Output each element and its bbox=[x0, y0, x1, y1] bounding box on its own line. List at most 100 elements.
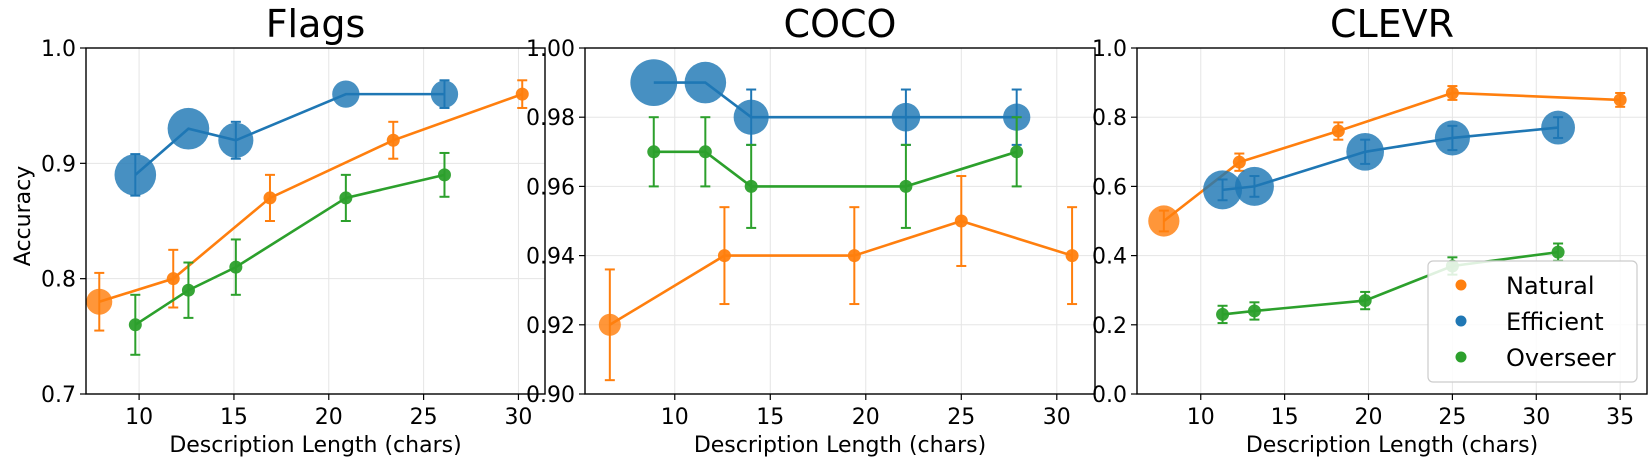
plot-frame bbox=[85, 47, 546, 395]
x-axis-label: Description Length (chars) bbox=[1246, 433, 1538, 458]
data-point bbox=[733, 99, 769, 135]
data-point bbox=[698, 145, 712, 159]
series-line bbox=[98, 92, 523, 303]
x-tick-label: 30 bbox=[504, 405, 532, 430]
data-point bbox=[847, 249, 861, 263]
x-tick-label: 25 bbox=[947, 405, 975, 430]
y-tick-label: 0.98 bbox=[526, 106, 575, 131]
data-point bbox=[339, 191, 353, 205]
panel-title: Flags bbox=[266, 2, 366, 46]
data-point bbox=[598, 313, 621, 336]
data-point bbox=[1434, 120, 1470, 156]
x-axis-label: Description Length (chars) bbox=[694, 433, 986, 458]
data-point bbox=[1203, 170, 1243, 210]
y-tick-label: 0.4 bbox=[1092, 245, 1127, 270]
y-tick-label: 0.96 bbox=[526, 175, 575, 200]
data-point bbox=[891, 102, 921, 132]
data-point bbox=[1010, 145, 1024, 159]
x-tick-label: 15 bbox=[220, 405, 248, 430]
legend-box bbox=[1427, 260, 1638, 383]
data-point bbox=[263, 191, 277, 205]
series-line bbox=[134, 173, 445, 326]
data-point bbox=[1065, 249, 1079, 263]
plot-frame bbox=[1136, 47, 1648, 395]
y-tick-label: 1.0 bbox=[1092, 37, 1127, 62]
data-point bbox=[899, 179, 913, 193]
y-tick-label: 0.92 bbox=[526, 314, 575, 339]
series-efficient bbox=[630, 59, 1031, 146]
series-line bbox=[609, 219, 1073, 326]
data-point bbox=[167, 107, 210, 150]
x-tick-label: 30 bbox=[1043, 405, 1071, 430]
data-point bbox=[1358, 294, 1372, 308]
data-point bbox=[1232, 155, 1246, 169]
x-tick-label: 20 bbox=[852, 405, 880, 430]
data-point bbox=[229, 260, 243, 274]
data-point bbox=[1551, 245, 1565, 259]
data-point bbox=[717, 249, 731, 263]
data-point bbox=[332, 80, 360, 108]
x-tick-label: 10 bbox=[661, 405, 689, 430]
data-point bbox=[1445, 86, 1459, 100]
x-tick-label: 25 bbox=[410, 405, 438, 430]
y-tick-label: 0.7 bbox=[41, 383, 76, 408]
x-tick-label: 10 bbox=[125, 405, 153, 430]
data-point bbox=[86, 288, 113, 315]
series-efficient bbox=[114, 79, 459, 197]
y-tick-label: 1.00 bbox=[526, 37, 575, 62]
series-natural bbox=[1148, 85, 1627, 237]
data-point bbox=[1148, 205, 1180, 237]
series-natural bbox=[86, 79, 529, 332]
chart-panel-flags: 10 15 20 25 30 0.7 0.8 0.9 1.0 Flags Description L… bbox=[41, 2, 546, 458]
x-tick-label: 30 bbox=[1522, 405, 1550, 430]
x-tick-label: 15 bbox=[1271, 405, 1299, 430]
data-point bbox=[1216, 307, 1230, 321]
x-tick-label: 20 bbox=[315, 405, 343, 430]
series-overseer bbox=[647, 116, 1024, 229]
data-point bbox=[744, 179, 758, 193]
data-point bbox=[166, 272, 180, 286]
legend-label-efficient: Efficient bbox=[1506, 308, 1604, 336]
data-point bbox=[1541, 110, 1575, 145]
data-point bbox=[515, 87, 529, 101]
legend: Natural Efficient Overseer bbox=[1427, 260, 1638, 383]
series-natural bbox=[598, 175, 1079, 382]
x-tick-label: 15 bbox=[756, 405, 784, 430]
y-tick-label: 0.94 bbox=[526, 245, 575, 270]
series-efficient bbox=[1203, 110, 1575, 210]
x-axis-label: Description Length (chars) bbox=[169, 433, 461, 458]
legend-marker-efficient bbox=[1455, 315, 1467, 327]
y-tick-label: 0.0 bbox=[1092, 383, 1127, 408]
x-tick-label: 20 bbox=[1355, 405, 1383, 430]
y-tick-label: 0.2 bbox=[1092, 314, 1127, 339]
data-point bbox=[1613, 93, 1627, 107]
data-point bbox=[128, 318, 142, 332]
data-point bbox=[114, 154, 157, 196]
data-point bbox=[630, 59, 678, 106]
chart-panel-coco: 10 15 20 25 30 0.90 0.92 0.94 0.96 0.98 1.00 COCO De… bbox=[526, 2, 1096, 458]
legend-label-overseer: Overseer bbox=[1506, 344, 1616, 372]
y-tick-label: 0.8 bbox=[41, 268, 76, 293]
y-tick-label: 1.0 bbox=[41, 37, 76, 62]
chart-panel-clevr: 10 15 20 25 30 35 0.0 0.2 0.4 0.6 0.8 1.0 CLEVR Descr… bbox=[1092, 2, 1648, 458]
x-tick-label: 35 bbox=[1606, 405, 1634, 430]
data-point bbox=[1331, 124, 1345, 138]
legend-label-natural: Natural bbox=[1506, 272, 1595, 300]
data-point bbox=[954, 214, 968, 228]
legend-marker-natural bbox=[1455, 279, 1467, 291]
y-tick-label: 0.6 bbox=[1092, 175, 1127, 200]
data-point bbox=[218, 122, 254, 158]
data-point bbox=[1247, 304, 1261, 318]
legend-marker-overseer bbox=[1455, 351, 1467, 363]
y-axis-label: Accuracy bbox=[11, 166, 36, 266]
x-tick-label: 10 bbox=[1187, 405, 1215, 430]
data-point bbox=[1234, 166, 1274, 206]
y-tick-label: 0.8 bbox=[1092, 106, 1127, 131]
panel-title: CLEVR bbox=[1330, 2, 1454, 46]
y-tick-label: 0.90 bbox=[526, 383, 575, 408]
data-point bbox=[1346, 132, 1385, 171]
panel-title: COCO bbox=[784, 2, 897, 46]
x-tick-label: 25 bbox=[1438, 405, 1466, 430]
y-tick-label: 0.9 bbox=[41, 152, 76, 177]
plot-frame bbox=[584, 47, 1096, 395]
